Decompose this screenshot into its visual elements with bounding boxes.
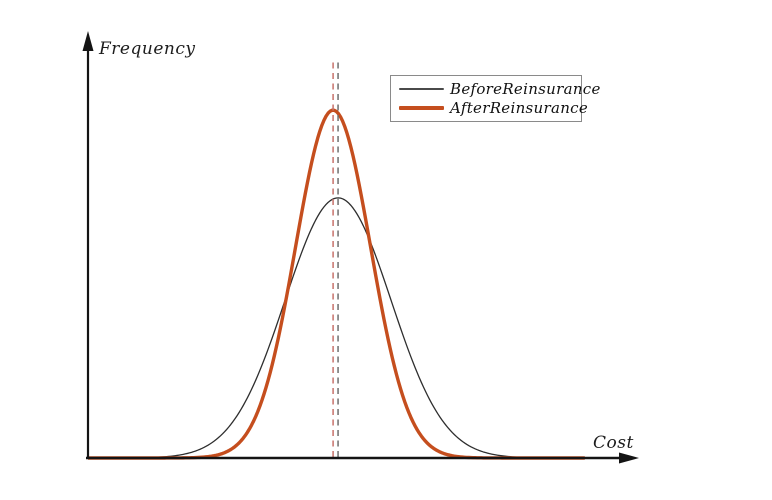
legend-line-sample-after: [399, 106, 444, 110]
y-axis-arrowhead: [82, 31, 94, 51]
legend-label-after: AfterReinsurance: [450, 99, 589, 117]
y-axis-label: Frequency: [99, 39, 196, 59]
legend: BeforeReinsurance AfterReinsurance: [390, 75, 600, 122]
legend-line-sample-before: [399, 88, 444, 90]
x-axis-arrowhead: [619, 452, 639, 464]
x-axis-label: Cost: [593, 433, 634, 453]
curve-afterreinsurance: [88, 108, 585, 460]
legend-label-before: BeforeReinsurance: [450, 80, 601, 98]
curve-beforereinsurance: [88, 197, 585, 459]
legend-item-before: BeforeReinsurance: [399, 80, 600, 98]
legend-item-after: AfterReinsurance: [399, 99, 588, 117]
